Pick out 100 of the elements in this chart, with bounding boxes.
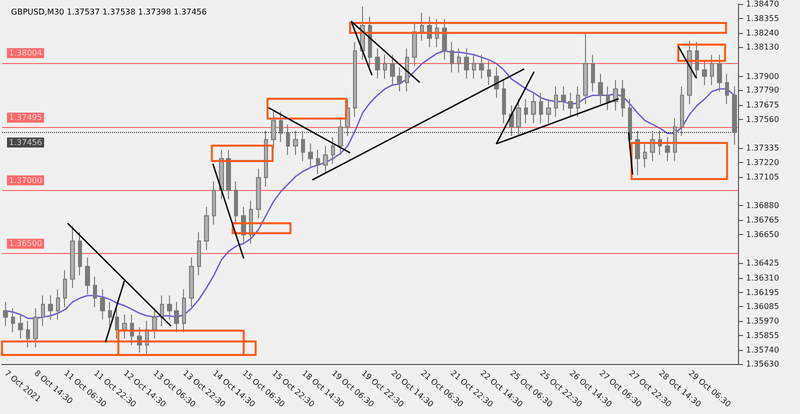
candlestick: [63, 270, 67, 308]
ref-line-label: 1.36500: [9, 239, 42, 248]
y-tick-label: 1.37675: [746, 100, 780, 110]
candlestick: [397, 66, 402, 92]
candlestick: [271, 111, 276, 150]
candlestick: [383, 54, 387, 80]
candlestick: [487, 60, 491, 86]
candlestick: [568, 92, 573, 118]
ref-line-label: 1.37456: [9, 138, 42, 148]
candlestick: [606, 86, 610, 111]
candlestick: [174, 301, 179, 333]
candlestick: [635, 130, 640, 176]
candlestick: [591, 54, 595, 92]
y-tick-label: 1.36425: [746, 258, 780, 268]
candlestick: [680, 86, 684, 136]
candlestick: [695, 42, 699, 80]
candlestick: [160, 295, 164, 326]
ref-line-label: 1.37495: [9, 113, 42, 122]
candlestick: [331, 136, 335, 164]
candlestick: [531, 92, 536, 124]
candlestick: [673, 118, 677, 162]
candlestick: [256, 168, 261, 219]
y-tick-label: 1.35855: [746, 330, 780, 340]
y-tick-label: 1.38470: [746, 0, 780, 8]
y-tick-label: 1.37220: [746, 158, 780, 167]
candlestick: [197, 232, 201, 276]
candlestick: [212, 180, 216, 226]
candlestick: [494, 66, 499, 98]
candlestick: [472, 54, 476, 80]
candlestick: [621, 80, 625, 118]
ref-line-label: 1.37000: [9, 176, 42, 185]
candlestick: [665, 136, 670, 162]
candlestick: [554, 86, 558, 118]
candlestick: [122, 314, 127, 340]
candlestick: [56, 288, 60, 320]
candlestick: [613, 80, 618, 111]
candlestick: [479, 54, 484, 80]
candlestick: [286, 124, 290, 156]
candlestick: [48, 295, 53, 320]
candlestick: [583, 31, 588, 105]
candlestick: [78, 232, 82, 276]
candlestick: [450, 42, 454, 73]
line-series: [5, 50, 735, 320]
candlestick: [182, 288, 186, 333]
y-tick-label: 1.37900: [746, 72, 780, 81]
candlestick: [234, 180, 238, 226]
candlestick: [457, 48, 461, 73]
y-tick-label: 1.36765: [746, 216, 780, 225]
y-tick-label: 1.35740: [746, 346, 780, 355]
y-tick-label: 1.36085: [746, 302, 780, 311]
candlestick: [338, 118, 343, 156]
y-tick-label: 1.38130: [746, 42, 780, 52]
candlestick: [316, 149, 320, 174]
y-tick-label: 1.35630: [746, 360, 780, 368]
y-tick-label: 1.36880: [746, 201, 780, 210]
candlestick: [561, 86, 566, 111]
candlestick: [725, 73, 729, 105]
y-tick-label: 1.36310: [746, 273, 780, 282]
candlestick: [33, 308, 38, 348]
candlestick: [167, 295, 172, 320]
y-tick-label: 1.37335: [746, 143, 780, 152]
candlestick: [301, 130, 305, 162]
candlestick: [108, 301, 112, 326]
candlestick: [11, 308, 15, 333]
y-tick-label: 1.36195: [746, 288, 780, 297]
candlestick: [717, 54, 722, 92]
candlestick: [464, 48, 469, 80]
y-tick-label: 1.37790: [746, 86, 780, 95]
candlestick: [420, 12, 424, 42]
candlestick: [390, 54, 395, 86]
candlestick: [524, 98, 528, 124]
y-tick-label: 1.37560: [746, 114, 780, 124]
candlestick: [152, 308, 157, 340]
candlestick: [3, 301, 8, 326]
ref-line-label: 1.38004: [9, 48, 42, 58]
candlestick: [93, 276, 97, 308]
y-tick-label: 1.35970: [746, 316, 780, 326]
candlestick: [353, 42, 357, 118]
candlestick: [189, 257, 194, 308]
candlestick: [732, 86, 737, 146]
candlestick: [516, 98, 521, 136]
candlestick: [598, 73, 603, 105]
candlestick: [41, 295, 45, 326]
candlestick: [18, 314, 23, 340]
candlestick: [539, 92, 543, 124]
candlestick: [702, 60, 707, 86]
candlestick: [576, 86, 580, 118]
candlestick: [405, 48, 409, 92]
candlestick: [226, 149, 231, 200]
candlestick: [643, 142, 647, 168]
candlestick: [502, 80, 506, 124]
candlestick: [26, 320, 30, 348]
candlestick: [293, 130, 298, 156]
y-tick-label: 1.38240: [746, 28, 780, 38]
candlestick: [100, 288, 105, 320]
candlestick: [412, 22, 417, 67]
candlestick: [375, 48, 380, 80]
candlestick: [85, 257, 90, 295]
candlestick: [279, 111, 283, 143]
candlestick: [115, 308, 119, 340]
